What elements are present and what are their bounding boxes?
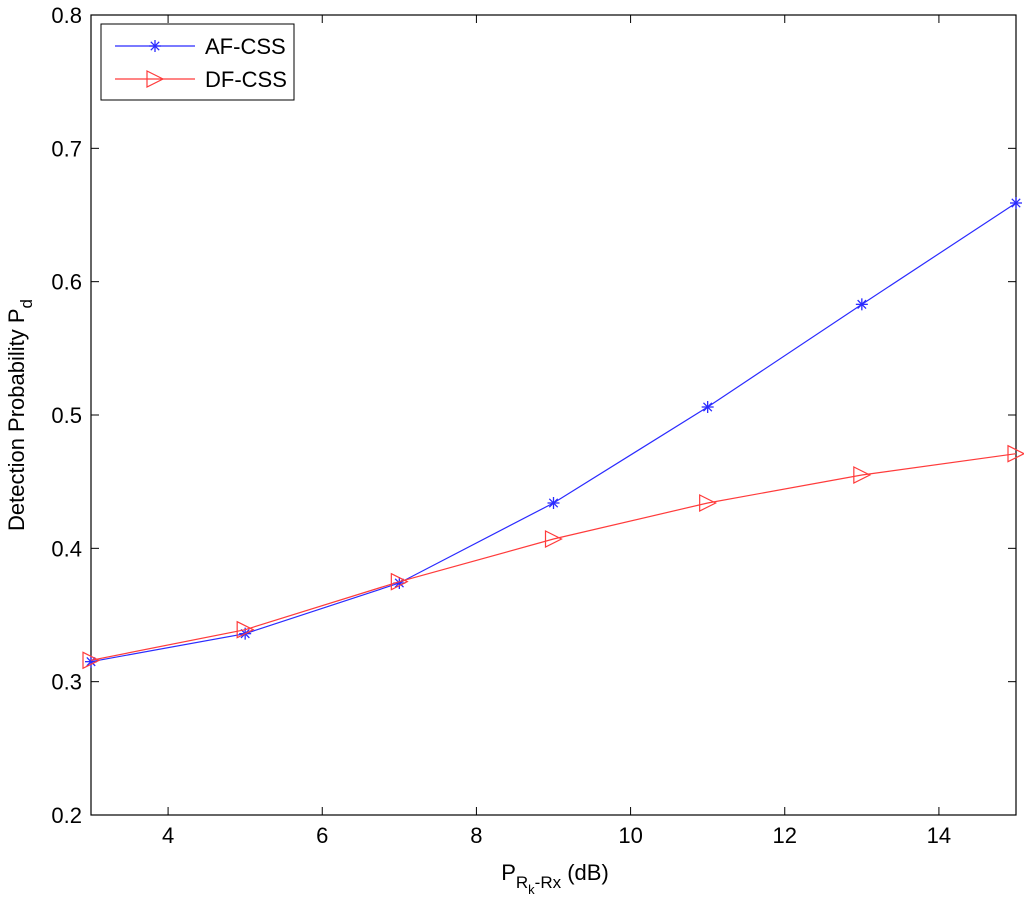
- x-axis-title: PRk-Rx (dB): [501, 860, 609, 897]
- y-tick-label: 0.7: [51, 136, 82, 161]
- data-point-df-css: [853, 466, 872, 484]
- data-point-af-css: [855, 298, 868, 311]
- y-tick-label: 0.5: [51, 403, 82, 428]
- x-axis-title-unit: (dB): [561, 860, 609, 885]
- y-axis-title-subscript: d: [17, 299, 36, 308]
- series-line-df-css: [90, 453, 1017, 661]
- x-axis-title-subscript-tail: -Rx: [535, 873, 562, 892]
- y-tick-label: 0.2: [51, 803, 82, 828]
- data-point-df-css: [390, 572, 409, 591]
- y-tick-label: 0.8: [51, 3, 82, 28]
- x-tick-label: 4: [162, 823, 174, 848]
- series-df-css: [82, 444, 1024, 670]
- data-point-df-css: [236, 620, 255, 639]
- y-axis-title: Detection Probability Pd: [4, 299, 36, 531]
- y-tick-label: 0.3: [51, 670, 82, 695]
- axis-ticks: 4 6 8 10 12 14 0.2 0.3 0.4 0.5 0.6 0.7 0.8: [51, 3, 1016, 848]
- x-tick-label: 10: [618, 823, 642, 848]
- x-tick-label: 12: [773, 823, 797, 848]
- y-axis-title-main: Detection Probability P: [4, 308, 29, 531]
- legend-box: [100, 23, 295, 101]
- data-point-df-css: [1007, 444, 1024, 463]
- legend-marker-af-css: [149, 40, 161, 52]
- data-point-df-css: [544, 530, 563, 548]
- x-axis-title-subsubscript: k: [528, 882, 535, 897]
- legend-marker-df-css: [146, 70, 165, 88]
- y-tick-label: 0.4: [51, 536, 82, 561]
- data-point-df-css: [699, 494, 718, 512]
- legend: AF-CSS DF-CSS: [100, 23, 295, 101]
- data-point-af-css: [701, 401, 714, 413]
- x-tick-label: 8: [470, 823, 482, 848]
- y-tick-label: 0.6: [51, 270, 82, 295]
- x-tick-label: 14: [927, 823, 951, 848]
- data-point-af-css: [547, 497, 560, 509]
- x-axis-title-subscript: R: [516, 873, 528, 892]
- legend-label-af-css: AF-CSS: [205, 34, 286, 59]
- data-point-df-css: [82, 651, 101, 670]
- x-tick-label: 6: [316, 823, 328, 848]
- legend-label-df-css: DF-CSS: [205, 67, 287, 92]
- data-point-af-css: [1010, 197, 1022, 209]
- x-axis-title-main: P: [501, 860, 516, 885]
- plot-series: [82, 197, 1024, 670]
